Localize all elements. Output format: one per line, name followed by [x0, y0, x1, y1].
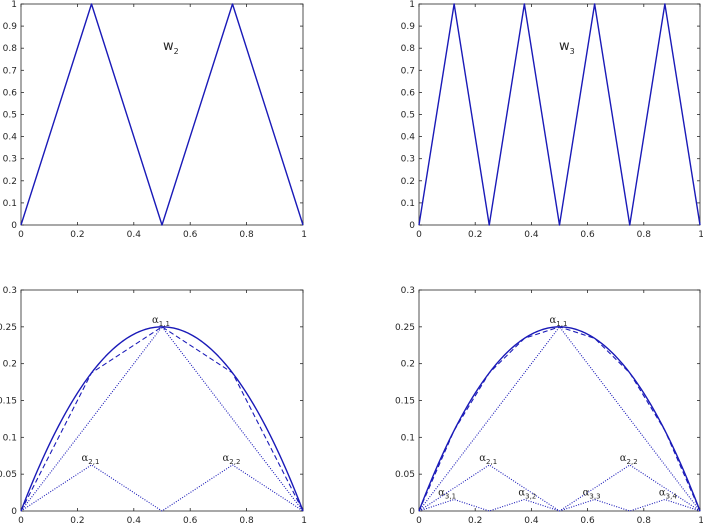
y-tick-label: 0.7 — [3, 66, 17, 76]
series-line-dotted — [418, 464, 701, 512]
x-tick-label: 0 — [416, 516, 422, 525]
x-tick-label: 0 — [18, 516, 24, 525]
x-tick-label: 0.4 — [127, 516, 142, 525]
annotation-alpha-1-1: α1,1 — [550, 315, 568, 328]
x-tick-label: 1 — [698, 230, 703, 240]
x-tick-label: 0 — [416, 230, 422, 240]
y-tick-label: 1 — [11, 0, 17, 10]
chart-panel-2: 0 0.2 0.4 0.6 0.8 1 0 0.1 0.2 0.3 0.4 0.5 0.6 0.7 0.8 0… — [401, 0, 703, 240]
y-tick-label: 0.25 — [395, 323, 415, 333]
x-tick-label: 0.4 — [524, 230, 539, 240]
x-tick-label: 0 — [18, 230, 24, 240]
y-tick-label: 0.5 — [401, 111, 415, 121]
x-tick-label: 1 — [698, 516, 703, 525]
chart-panel-1: 0 0.2 0.4 0.6 0.8 1 0 0.1 0.2 0.3 0.4 0.5 0.6 0.7 0.8 0… — [3, 0, 307, 240]
y-tick-label: 0 — [11, 221, 17, 231]
y-tick-label: 0.2 — [3, 177, 17, 187]
x-tick-label: 0.4 — [127, 230, 142, 240]
x-tick-label: 0.6 — [183, 516, 198, 525]
x-tick-label: 0.8 — [637, 230, 652, 240]
y-tick-label: 0.9 — [401, 22, 416, 32]
y-tick-label: 0.2 — [401, 360, 415, 370]
y-tick-label: 0.1 — [401, 433, 415, 443]
y-tick-label: 0.3 — [401, 155, 415, 165]
y-tick-label: 0.3 — [401, 286, 415, 296]
y-tick-label: 0.4 — [401, 133, 416, 143]
annotation-alpha-2-2: α2,2 — [223, 453, 241, 466]
panel-title: w2 — [163, 39, 179, 56]
y-tick-label: 0 — [409, 221, 415, 231]
y-tick-label: 0.1 — [401, 199, 415, 209]
series-line-dashed — [418, 326, 701, 512]
annotation-alpha-3-3: α3,3 — [583, 487, 601, 500]
axes-box — [20, 3, 304, 226]
y-tick-label: 0.1 — [3, 199, 17, 209]
y-tick-label: 0.15 — [395, 397, 415, 407]
chart-panel-3: 0 0.2 0.4 0.6 0.8 1 0 0.05 0.1 0.15 0.2 0.25 0.3 α1,1… — [0, 286, 307, 525]
y-tick-label: 0.9 — [3, 22, 18, 32]
series-line-solid — [418, 3, 701, 226]
chart-panel-4: 0 0.2 0.4 0.6 0.8 1 0 0.05 0.1 0.15 0.2 0.25 0.3 α1,1… — [395, 286, 703, 525]
x-tick-label: 0.8 — [637, 516, 652, 525]
x-tick-label: 0.2 — [468, 516, 482, 525]
panel-title: w3 — [559, 39, 575, 56]
y-tick-label: 0.25 — [0, 323, 17, 333]
y-tick-label: 0.05 — [0, 470, 17, 480]
y-tick-label: 0.05 — [395, 470, 415, 480]
y-tick-label: 0.3 — [3, 155, 17, 165]
series-line-dotted — [418, 498, 701, 512]
y-tick-label: 0.4 — [3, 133, 18, 143]
annotation-alpha-2-2: α2,2 — [620, 453, 638, 466]
y-tick-label: 0 — [11, 507, 17, 517]
annotation-alpha-2-1: α2,1 — [479, 453, 497, 466]
y-tick-label: 0.8 — [3, 44, 18, 54]
annotation-alpha-3-1: α3,1 — [438, 487, 456, 500]
axes-box — [418, 3, 701, 226]
annotation-alpha-3-2: α3,2 — [518, 487, 536, 500]
series-line-dotted — [20, 464, 304, 512]
y-tick-label: 0.7 — [401, 66, 415, 76]
x-tick-label: 0.8 — [239, 516, 254, 525]
x-tick-label: 0.8 — [239, 230, 254, 240]
x-tick-label: 0.2 — [468, 230, 482, 240]
y-tick-label: 0.1 — [3, 433, 17, 443]
y-tick-label: 0.2 — [3, 360, 17, 370]
y-tick-label: 0.2 — [401, 177, 415, 187]
series-line-solid — [20, 326, 304, 512]
x-tick-label: 0.6 — [580, 516, 595, 525]
annotation-alpha-1-1: α1,1 — [152, 315, 170, 328]
annotation-alpha-2-1: α2,1 — [82, 453, 100, 466]
y-tick-label: 0 — [409, 507, 415, 517]
series-line-solid — [20, 3, 304, 226]
y-tick-label: 0.3 — [3, 286, 17, 296]
y-tick-label: 1 — [409, 0, 415, 10]
y-tick-label: 0.15 — [0, 397, 17, 407]
y-tick-label: 0.5 — [3, 111, 17, 121]
x-tick-label: 0.4 — [524, 516, 539, 525]
x-tick-label: 0.6 — [183, 230, 198, 240]
x-tick-label: 0.2 — [70, 516, 84, 525]
x-tick-label: 1 — [301, 516, 307, 525]
x-tick-label: 0.6 — [580, 230, 595, 240]
y-tick-label: 0.6 — [3, 88, 18, 98]
y-tick-label: 0.6 — [401, 88, 416, 98]
y-tick-label: 0.8 — [401, 44, 416, 54]
x-tick-label: 1 — [301, 230, 307, 240]
x-tick-label: 0.2 — [70, 230, 84, 240]
annotation-alpha-3-4: α3,4 — [659, 487, 677, 500]
